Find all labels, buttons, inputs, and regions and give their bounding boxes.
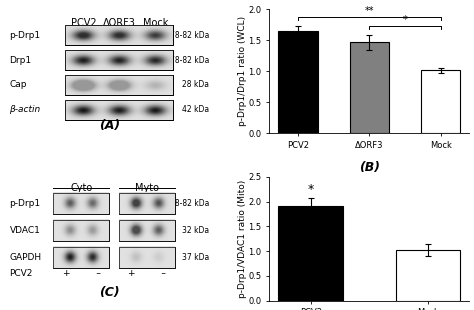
Bar [54,220,109,241]
Text: Cap: Cap [9,80,27,90]
Bar [65,50,173,70]
Bar [54,247,109,268]
Y-axis label: p-Drp1/Drp1 ratio (WCL): p-Drp1/Drp1 ratio (WCL) [238,16,247,126]
Text: PCV2: PCV2 [9,269,33,278]
Text: Mock: Mock [143,18,168,28]
Text: Drp1: Drp1 [9,55,32,65]
Bar [278,206,343,301]
Text: +         –: + – [128,269,166,278]
Text: p-Drp1: p-Drp1 [9,31,41,40]
Text: (C): (C) [99,286,120,299]
Bar [119,220,175,241]
Bar [119,193,175,214]
Text: ΔORF3: ΔORF3 [103,18,136,28]
Bar [65,25,173,45]
Text: 32 kDa: 32 kDa [182,226,210,235]
Text: PCV2: PCV2 [71,18,96,28]
Bar [54,193,109,214]
Text: (A): (A) [99,119,120,132]
Text: p-Drp1: p-Drp1 [9,199,41,208]
Text: β-actin: β-actin [9,105,41,114]
Text: 37 kDa: 37 kDa [182,253,210,263]
Text: 28 kDa: 28 kDa [182,80,210,90]
Bar [278,31,318,133]
Bar [119,193,175,214]
Bar [350,42,389,133]
Text: Myto: Myto [136,183,159,193]
Bar [65,25,173,45]
Text: 78-82 kDa: 78-82 kDa [170,31,210,40]
Text: 78-82 kDa: 78-82 kDa [170,199,210,208]
Bar [119,247,175,268]
Text: GAPDH: GAPDH [9,253,42,263]
Text: (B): (B) [359,161,380,174]
Text: 42 kDa: 42 kDa [182,105,210,114]
Text: **: ** [365,6,374,16]
Bar [54,193,109,214]
Bar [65,100,173,120]
Bar [65,75,173,95]
Bar [421,70,460,133]
Bar [65,75,173,95]
Text: +         –: + – [63,269,100,278]
Bar [119,220,175,241]
Bar [65,50,173,70]
Bar [54,220,109,241]
Text: Cyto: Cyto [70,183,92,193]
Text: *: * [402,16,407,25]
Bar [396,250,460,301]
Text: VDAC1: VDAC1 [9,226,40,235]
Text: 78-82 kDa: 78-82 kDa [170,55,210,65]
Bar [54,247,109,268]
Bar [65,100,173,120]
Text: *: * [308,183,314,196]
Y-axis label: p-Drp1/VDAC1 ratio (Mito): p-Drp1/VDAC1 ratio (Mito) [238,179,247,298]
Bar [119,247,175,268]
